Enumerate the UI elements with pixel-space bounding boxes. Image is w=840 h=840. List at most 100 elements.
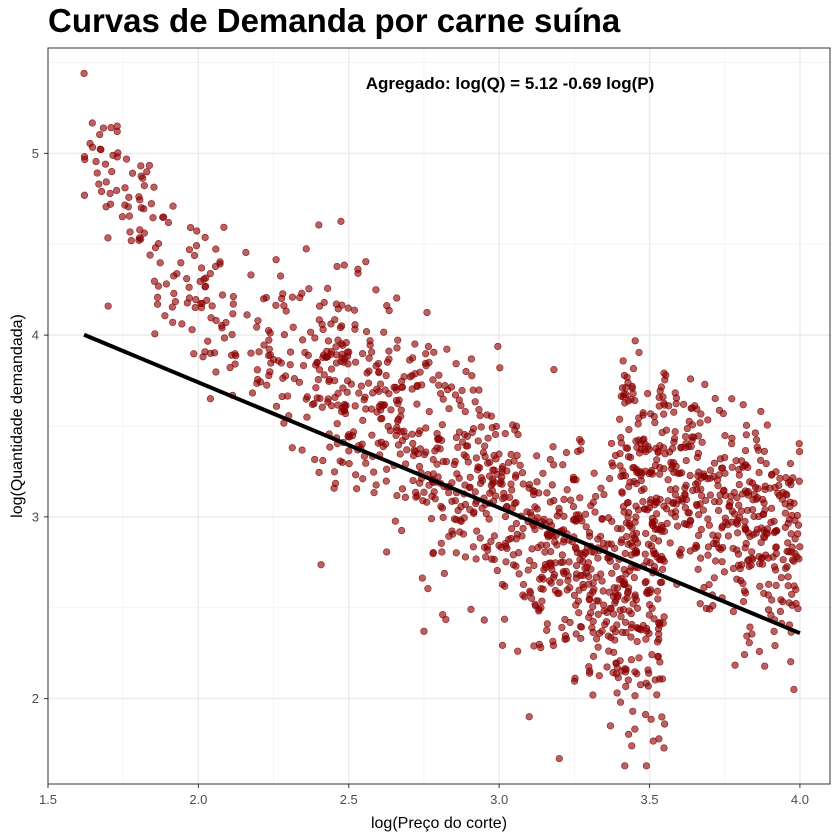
data-point [533, 478, 541, 486]
data-point [254, 317, 262, 325]
data-point [481, 452, 489, 461]
data-point [644, 590, 652, 598]
data-point [748, 548, 756, 556]
data-point [572, 544, 580, 553]
data-point [500, 615, 509, 623]
data-point [439, 611, 447, 619]
data-point [177, 259, 185, 267]
data-point [550, 461, 558, 469]
data-point [457, 503, 465, 511]
data-point [622, 682, 630, 691]
data-point [651, 418, 659, 427]
data-point [367, 405, 376, 413]
data-point [548, 565, 556, 574]
data-point [561, 632, 570, 640]
data-point [494, 342, 502, 351]
data-point [650, 615, 658, 623]
data-point [93, 169, 101, 177]
data-point [653, 510, 661, 518]
data-point [697, 410, 705, 418]
data-point [469, 386, 477, 394]
data-point [689, 486, 697, 495]
data-point [351, 402, 359, 410]
data-point [577, 446, 585, 454]
data-point [331, 316, 339, 324]
data-point [266, 368, 274, 376]
data-point [324, 337, 333, 345]
data-point [318, 320, 326, 329]
data-point [286, 361, 294, 369]
data-point [392, 396, 401, 405]
data-point [498, 641, 507, 649]
data-point [715, 498, 723, 506]
data-point [622, 444, 630, 452]
data-point [642, 762, 651, 770]
data-point [641, 550, 649, 558]
data-point [496, 364, 504, 372]
data-point [315, 366, 324, 374]
data-point [698, 492, 706, 500]
data-point [125, 212, 134, 220]
data-point [776, 607, 785, 616]
data-point [445, 532, 453, 540]
data-point [748, 630, 756, 638]
data-point [289, 323, 297, 331]
data-point [755, 468, 763, 477]
data-point [431, 495, 439, 503]
data-point [551, 538, 559, 546]
data-point [622, 532, 631, 541]
data-point [757, 456, 765, 464]
data-point [222, 318, 230, 327]
data-point [731, 661, 739, 669]
data-point [550, 496, 558, 505]
data-point [704, 551, 712, 559]
data-point [543, 626, 551, 634]
data-point [467, 355, 475, 363]
data-point [229, 310, 237, 318]
data-point [616, 462, 624, 470]
data-point [511, 499, 519, 508]
data-point [349, 428, 358, 436]
data-point [795, 448, 804, 456]
data-point [341, 409, 350, 418]
data-point [681, 432, 690, 441]
data-point [539, 585, 547, 593]
data-point [597, 484, 605, 492]
data-point [765, 580, 773, 588]
data-point [711, 394, 719, 403]
data-point [795, 477, 803, 485]
data-point [548, 481, 556, 489]
data-point [742, 421, 751, 429]
data-point [670, 438, 678, 446]
y-tick-label: 3 [32, 509, 39, 524]
data-point [424, 585, 432, 593]
data-point [724, 532, 732, 540]
data-point [365, 379, 373, 387]
data-point [779, 598, 787, 606]
data-point [635, 348, 643, 357]
x-axis-title: log(Preço do corte) [371, 815, 507, 832]
data-point [600, 607, 608, 615]
data-point [439, 513, 447, 522]
data-point [369, 389, 377, 397]
data-point [576, 623, 585, 631]
data-point [88, 119, 96, 127]
data-point [218, 291, 227, 299]
data-point [579, 580, 587, 589]
x-tick-label: 3.0 [490, 792, 508, 807]
data-point [590, 469, 598, 477]
data-point [616, 606, 624, 614]
data-point [438, 504, 447, 512]
data-point [709, 539, 718, 548]
data-point [586, 667, 594, 675]
data-point [169, 318, 177, 326]
data-point [753, 525, 761, 533]
data-point [493, 566, 501, 575]
data-point [641, 505, 649, 513]
data-point [671, 428, 679, 436]
data-point [656, 387, 664, 395]
data-point [742, 539, 750, 548]
data-point [430, 488, 438, 496]
data-point [526, 587, 534, 595]
data-point [736, 513, 744, 522]
